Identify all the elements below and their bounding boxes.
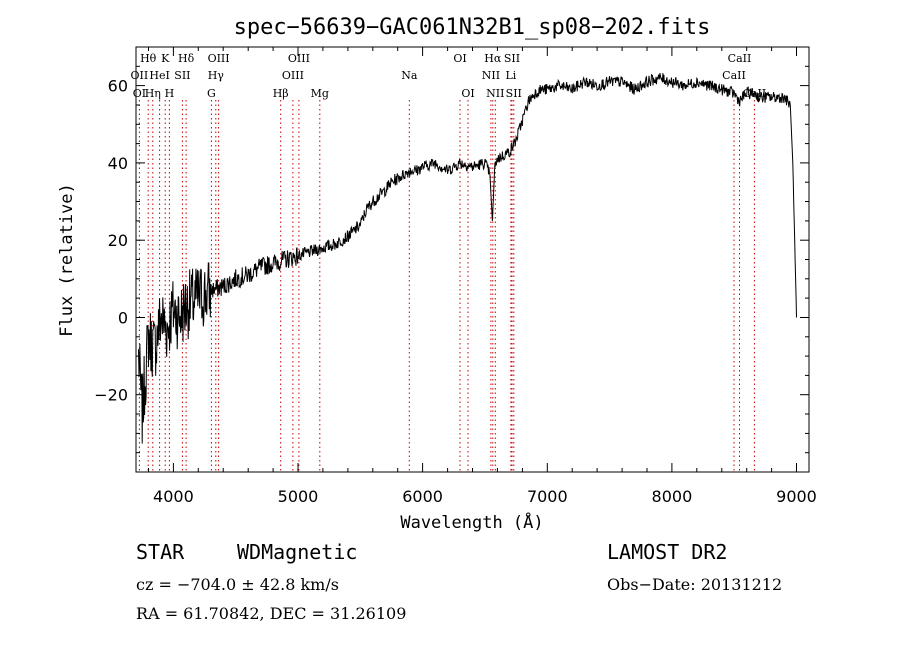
spectrum-layer: [138, 72, 797, 444]
y-tick-label: 0: [118, 309, 128, 328]
spectrum-line: [138, 72, 797, 444]
x-tick-label: 6000: [402, 487, 443, 506]
line-label: SII: [506, 87, 522, 100]
object-type: STAR: [136, 540, 185, 564]
survey-name: LAMOST DR2: [607, 540, 728, 564]
x-tick-label: 4000: [153, 487, 194, 506]
line-label: SII: [174, 69, 190, 82]
y-axis-label: Flux (relative): [57, 183, 77, 337]
line-label: Hβ: [273, 87, 289, 100]
line-label: Hγ: [208, 69, 225, 82]
line-label: K: [161, 52, 170, 65]
line-label: CaII: [728, 52, 752, 65]
line-label: OIII: [208, 52, 230, 65]
object-subclass: WDMagnetic: [237, 540, 358, 564]
y-tick-label: 40: [108, 154, 128, 173]
x-tick-label: 5000: [278, 487, 319, 506]
line-label: Li: [505, 69, 516, 82]
line-label: CaII: [722, 69, 746, 82]
line-label: OIII: [288, 52, 310, 65]
line-label: OIII: [282, 69, 304, 82]
line-label: Mg: [311, 87, 329, 100]
chart-title: spec−56639−GAC061N32B1_sp08−202.fits: [234, 15, 711, 40]
line-label: H: [165, 87, 175, 100]
line-label: SII: [504, 52, 520, 65]
line-label: G: [207, 87, 216, 100]
line-label: OI: [453, 52, 466, 65]
observation-date: Obs−Date: 20131212: [607, 575, 783, 594]
x-tick-label: 9000: [776, 487, 817, 506]
line-label: Na: [401, 69, 418, 82]
line-label: Hθ: [140, 52, 157, 65]
line-label: OII: [131, 69, 149, 82]
y-tick-label: −20: [94, 386, 128, 405]
line-label: Hδ: [178, 52, 195, 65]
redshift-readout: cz = −704.0 ± 42.8 km/s: [136, 575, 339, 594]
x-tick-label: 8000: [652, 487, 693, 506]
axis-ticks: 4000 5000 6000 7000 8000 9000 −20 0 20 40 60: [94, 46, 817, 506]
line-label: OI: [133, 87, 146, 100]
x-tick-label: 7000: [527, 487, 568, 506]
line-label: OI: [461, 87, 474, 100]
y-tick-label: 60: [108, 77, 128, 96]
line-label: NII: [486, 87, 504, 100]
line-label: CaII: [743, 87, 767, 100]
line-label: HeI: [149, 69, 169, 82]
x-axis-label: Wavelength (Å): [400, 511, 543, 533]
line-label: NII: [482, 69, 500, 82]
line-label: Hα: [484, 52, 502, 65]
line-label: Hη: [145, 87, 161, 100]
coordinates-readout: RA = 61.70842, DEC = 31.26109: [136, 604, 407, 623]
y-tick-label: 20: [108, 231, 128, 250]
plot-frame: [135, 46, 810, 473]
